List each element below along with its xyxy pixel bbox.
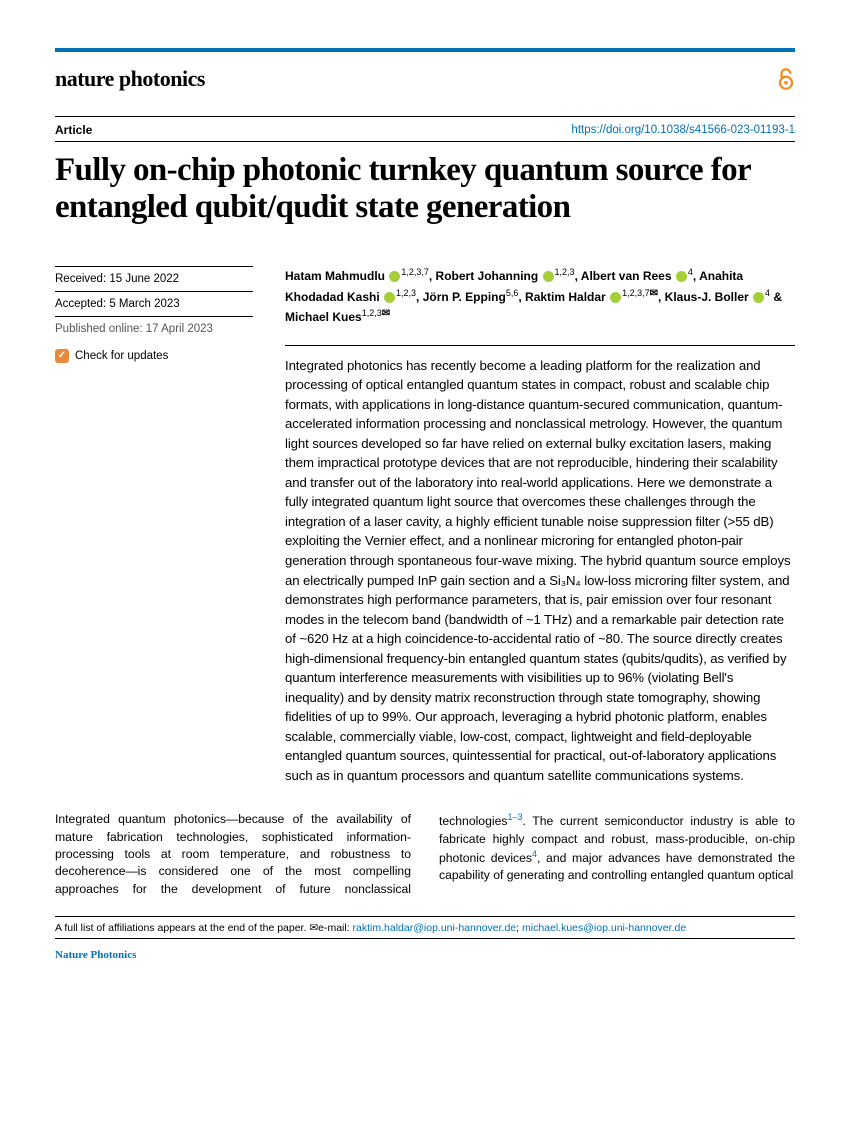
- footer-journal-name: Nature Photonics: [55, 939, 795, 961]
- published-date: Published online: 17 April 2023: [55, 316, 253, 341]
- doi-link[interactable]: https://doi.org/10.1038/s41566-023-01193…: [571, 124, 795, 136]
- body-text: Integrated quantum photonics—because of …: [55, 811, 795, 898]
- check-updates-label: Check for updates: [75, 350, 168, 362]
- article-type-label: Article: [55, 123, 92, 137]
- metadata-sidebar: Received: 15 June 2022 Accepted: 5 March…: [55, 266, 253, 785]
- journal-name: nature photonics: [55, 66, 205, 92]
- masthead: nature photonics: [55, 66, 795, 92]
- check-updates-icon: ✓: [55, 349, 69, 363]
- check-for-updates[interactable]: ✓ Check for updates: [55, 341, 253, 371]
- article-title: Fully on-chip photonic turnkey quantum s…: [55, 142, 795, 266]
- email-label: ✉e-mail:: [309, 922, 352, 934]
- accepted-date: Accepted: 5 March 2023: [55, 291, 253, 316]
- footnote-prefix: A full list of affiliations appears at t…: [55, 922, 309, 934]
- corresponding-email-2[interactable]: michael.kues@iop.uni-hannover.de: [522, 922, 686, 934]
- open-access-icon: [777, 67, 795, 91]
- affiliations-footnote: A full list of affiliations appears at t…: [55, 917, 795, 938]
- top-accent-bar: [55, 48, 795, 52]
- author-list: Hatam Mahmudlu 1,2,3,7, Robert Johanning…: [285, 266, 795, 345]
- abstract-text: Integrated photonics has recently become…: [285, 346, 795, 786]
- received-date: Received: 15 June 2022: [55, 266, 253, 291]
- corresponding-email-1[interactable]: raktim.haldar@iop.uni-hannover.de: [353, 922, 517, 934]
